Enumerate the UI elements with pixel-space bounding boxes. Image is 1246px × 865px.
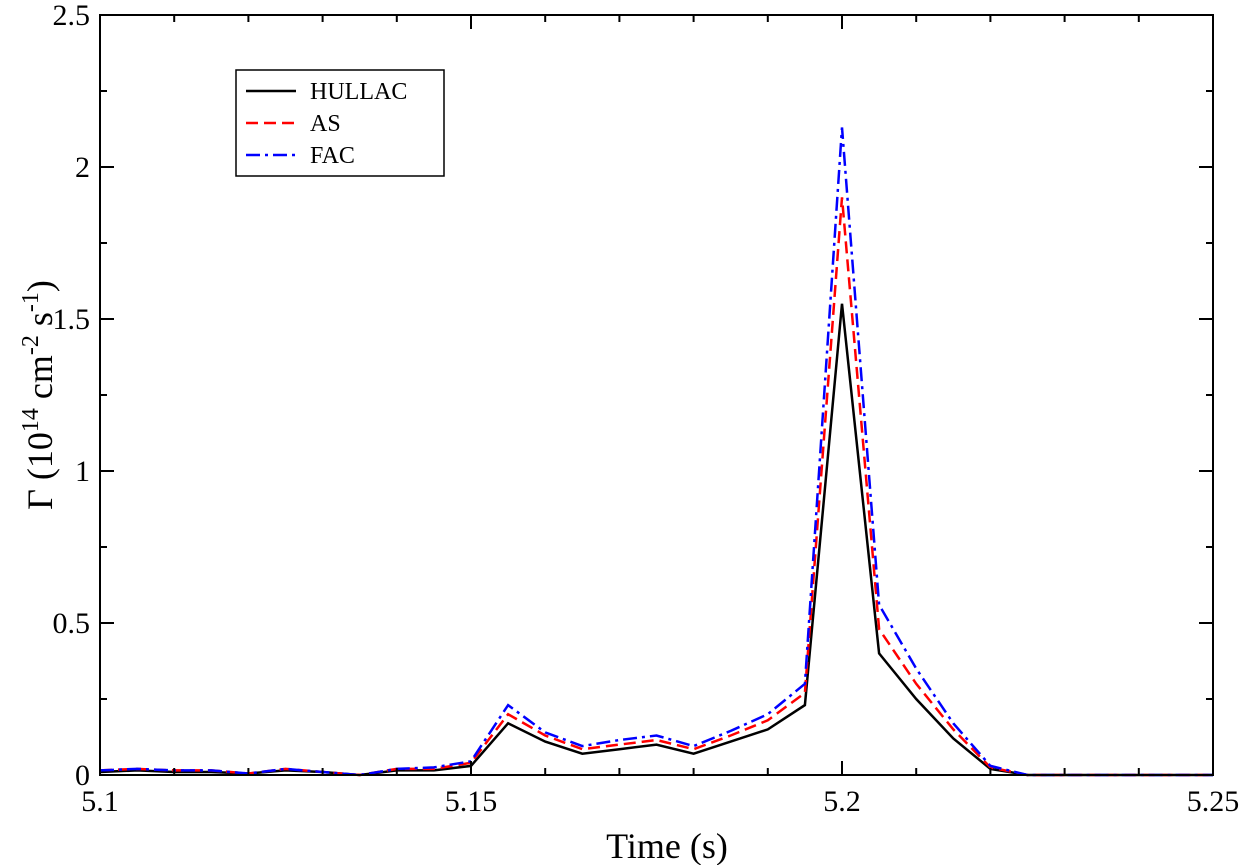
legend: HULLAC AS FAC bbox=[235, 69, 445, 177]
x-tick-label: 5.2 bbox=[823, 785, 861, 818]
y-tick-label: 1.5 bbox=[53, 303, 91, 336]
legend-label-hullac: HULLAC bbox=[310, 79, 407, 105]
x-tick-label: 5.15 bbox=[445, 785, 498, 818]
y-tick-label: 0.5 bbox=[53, 607, 91, 640]
legend-label-fac: FAC bbox=[310, 143, 355, 169]
series-line-hullac bbox=[99, 303, 1213, 777]
y-axis-title-exp3: -1 bbox=[18, 292, 44, 312]
y-axis-title: Γ (1014 cm-2 s-1) bbox=[18, 280, 60, 510]
x-tick-label: 5.1 bbox=[81, 785, 119, 818]
ticks-layer: 5.1 5.15 5.2 5.25 0 0.5 1 1.5 2 2.5 bbox=[53, 0, 1240, 818]
y-axis-title-exp1: 14 bbox=[18, 408, 44, 432]
legend-label-as: AS bbox=[310, 111, 341, 137]
y-axis-title-base: Γ (10 bbox=[20, 432, 60, 510]
series-line-fac bbox=[99, 127, 1213, 777]
y-tick-label: 2 bbox=[75, 151, 90, 184]
svg-text:Γ (1014 cm-2 s-1): Γ (1014 cm-2 s-1) bbox=[18, 280, 60, 510]
y-axis-title-exp2: -2 bbox=[18, 335, 44, 355]
y-tick-label: 2.5 bbox=[53, 0, 91, 32]
series-line-as bbox=[99, 197, 1213, 777]
y-axis-title-mid1: cm bbox=[20, 355, 60, 408]
y-axis-title-end: ) bbox=[20, 280, 60, 292]
series-layer bbox=[99, 127, 1213, 777]
y-tick-label: 1 bbox=[75, 455, 90, 488]
x-tick-label: 5.25 bbox=[1187, 785, 1240, 818]
y-tick-label: 0 bbox=[75, 759, 90, 792]
y-axis-title-mid2: s bbox=[20, 312, 60, 335]
x-axis-title: Time (s) bbox=[606, 826, 728, 865]
